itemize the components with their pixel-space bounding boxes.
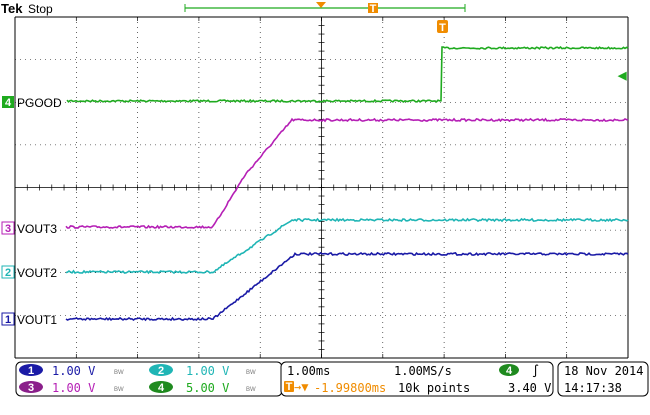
trigger-source-badge: 4 (499, 364, 519, 377)
trigger-window-marker (368, 3, 378, 13)
svg-text:→▼: →▼ (294, 380, 309, 394)
graticule (14, 16, 629, 359)
channel-readout-panel[interactable]: 1 1.00 V BW 2 1.00 V BW 3 1.00 V BW 4 5.… (15, 361, 283, 397)
trigger-delay: -1.99800ms (314, 381, 386, 395)
svg-text:1.00 V: 1.00 V (186, 364, 229, 378)
svg-text:BW: BW (246, 387, 256, 393)
svg-text:5.00 V: 5.00 V (186, 381, 229, 395)
brand-logo: Tek (1, 1, 23, 16)
trigger-time-marker: T (437, 20, 448, 34)
waveform-pgood (66, 46, 629, 104)
svg-text:BW: BW (114, 387, 124, 393)
channel-label-4: 4 PGOOD (2, 96, 62, 110)
svg-text:1.00 V: 1.00 V (52, 364, 95, 378)
waveform-vout1 (65, 251, 629, 322)
svg-text:VOUT1: VOUT1 (17, 313, 57, 327)
svg-text:4: 4 (5, 97, 12, 109)
svg-text:4: 4 (506, 365, 513, 377)
channel-label-1: 1 VOUT1 (1, 312, 57, 327)
time-per-div: 1.00ms (287, 364, 330, 378)
svg-text:3: 3 (28, 382, 34, 394)
svg-text:BW: BW (246, 370, 256, 376)
acquisition-status: Stop (28, 2, 53, 16)
ch1-scale-readout[interactable]: 1 1.00 V BW (19, 364, 124, 378)
ch2-scale-readout[interactable]: 2 1.00 V BW (149, 364, 256, 378)
trigger-slope-icon: ∫ (532, 364, 539, 378)
trigger-time-glyph: T (439, 22, 446, 34)
svg-text:1: 1 (5, 314, 11, 326)
svg-text:2: 2 (5, 267, 11, 279)
ch4-scale-readout[interactable]: 4 5.00 V BW (149, 381, 256, 395)
svg-text:VOUT2: VOUT2 (17, 266, 57, 280)
svg-text:1: 1 (28, 365, 34, 377)
svg-text:T: T (286, 381, 293, 393)
channel-label-3: 3 VOUT3 (1, 221, 57, 236)
trigger-position-arrow-icon (316, 2, 326, 8)
svg-text:1.00 V: 1.00 V (52, 381, 95, 395)
record-length: 10k points (398, 381, 470, 395)
ch3-scale-readout[interactable]: 3 1.00 V BW (19, 381, 124, 395)
trigger-level: 3.40 V (508, 381, 551, 395)
timebase-readout-panel[interactable]: 1.00ms 1.00MS/s 4 ∫ T →▼ -1.99800ms 10k … (280, 361, 554, 397)
trigger-delay-icon: T →▼ (284, 380, 309, 394)
datetime-panel: 18 Nov 2014 14:17:38 (557, 361, 649, 397)
svg-text:3: 3 (5, 223, 11, 235)
waveforms (65, 46, 629, 322)
sample-rate: 1.00MS/s (394, 364, 452, 378)
capture-time: 14:17:38 (564, 381, 622, 395)
channel-label-2: 2 VOUT2 (1, 265, 57, 280)
svg-text:BW: BW (114, 370, 124, 376)
svg-text:VOUT3: VOUT3 (17, 222, 57, 236)
svg-text:2: 2 (158, 365, 164, 377)
record-position-bar: T (184, 3, 466, 15)
svg-text:4: 4 (158, 382, 165, 394)
waveform-vout3 (65, 117, 629, 230)
trigger-level-arrow-icon: ◀ (617, 70, 627, 82)
svg-text:PGOOD: PGOOD (17, 96, 62, 110)
waveform-vout2 (65, 217, 629, 275)
capture-date: 18 Nov 2014 (564, 364, 643, 378)
trigger-window-glyph: T (370, 3, 377, 15)
